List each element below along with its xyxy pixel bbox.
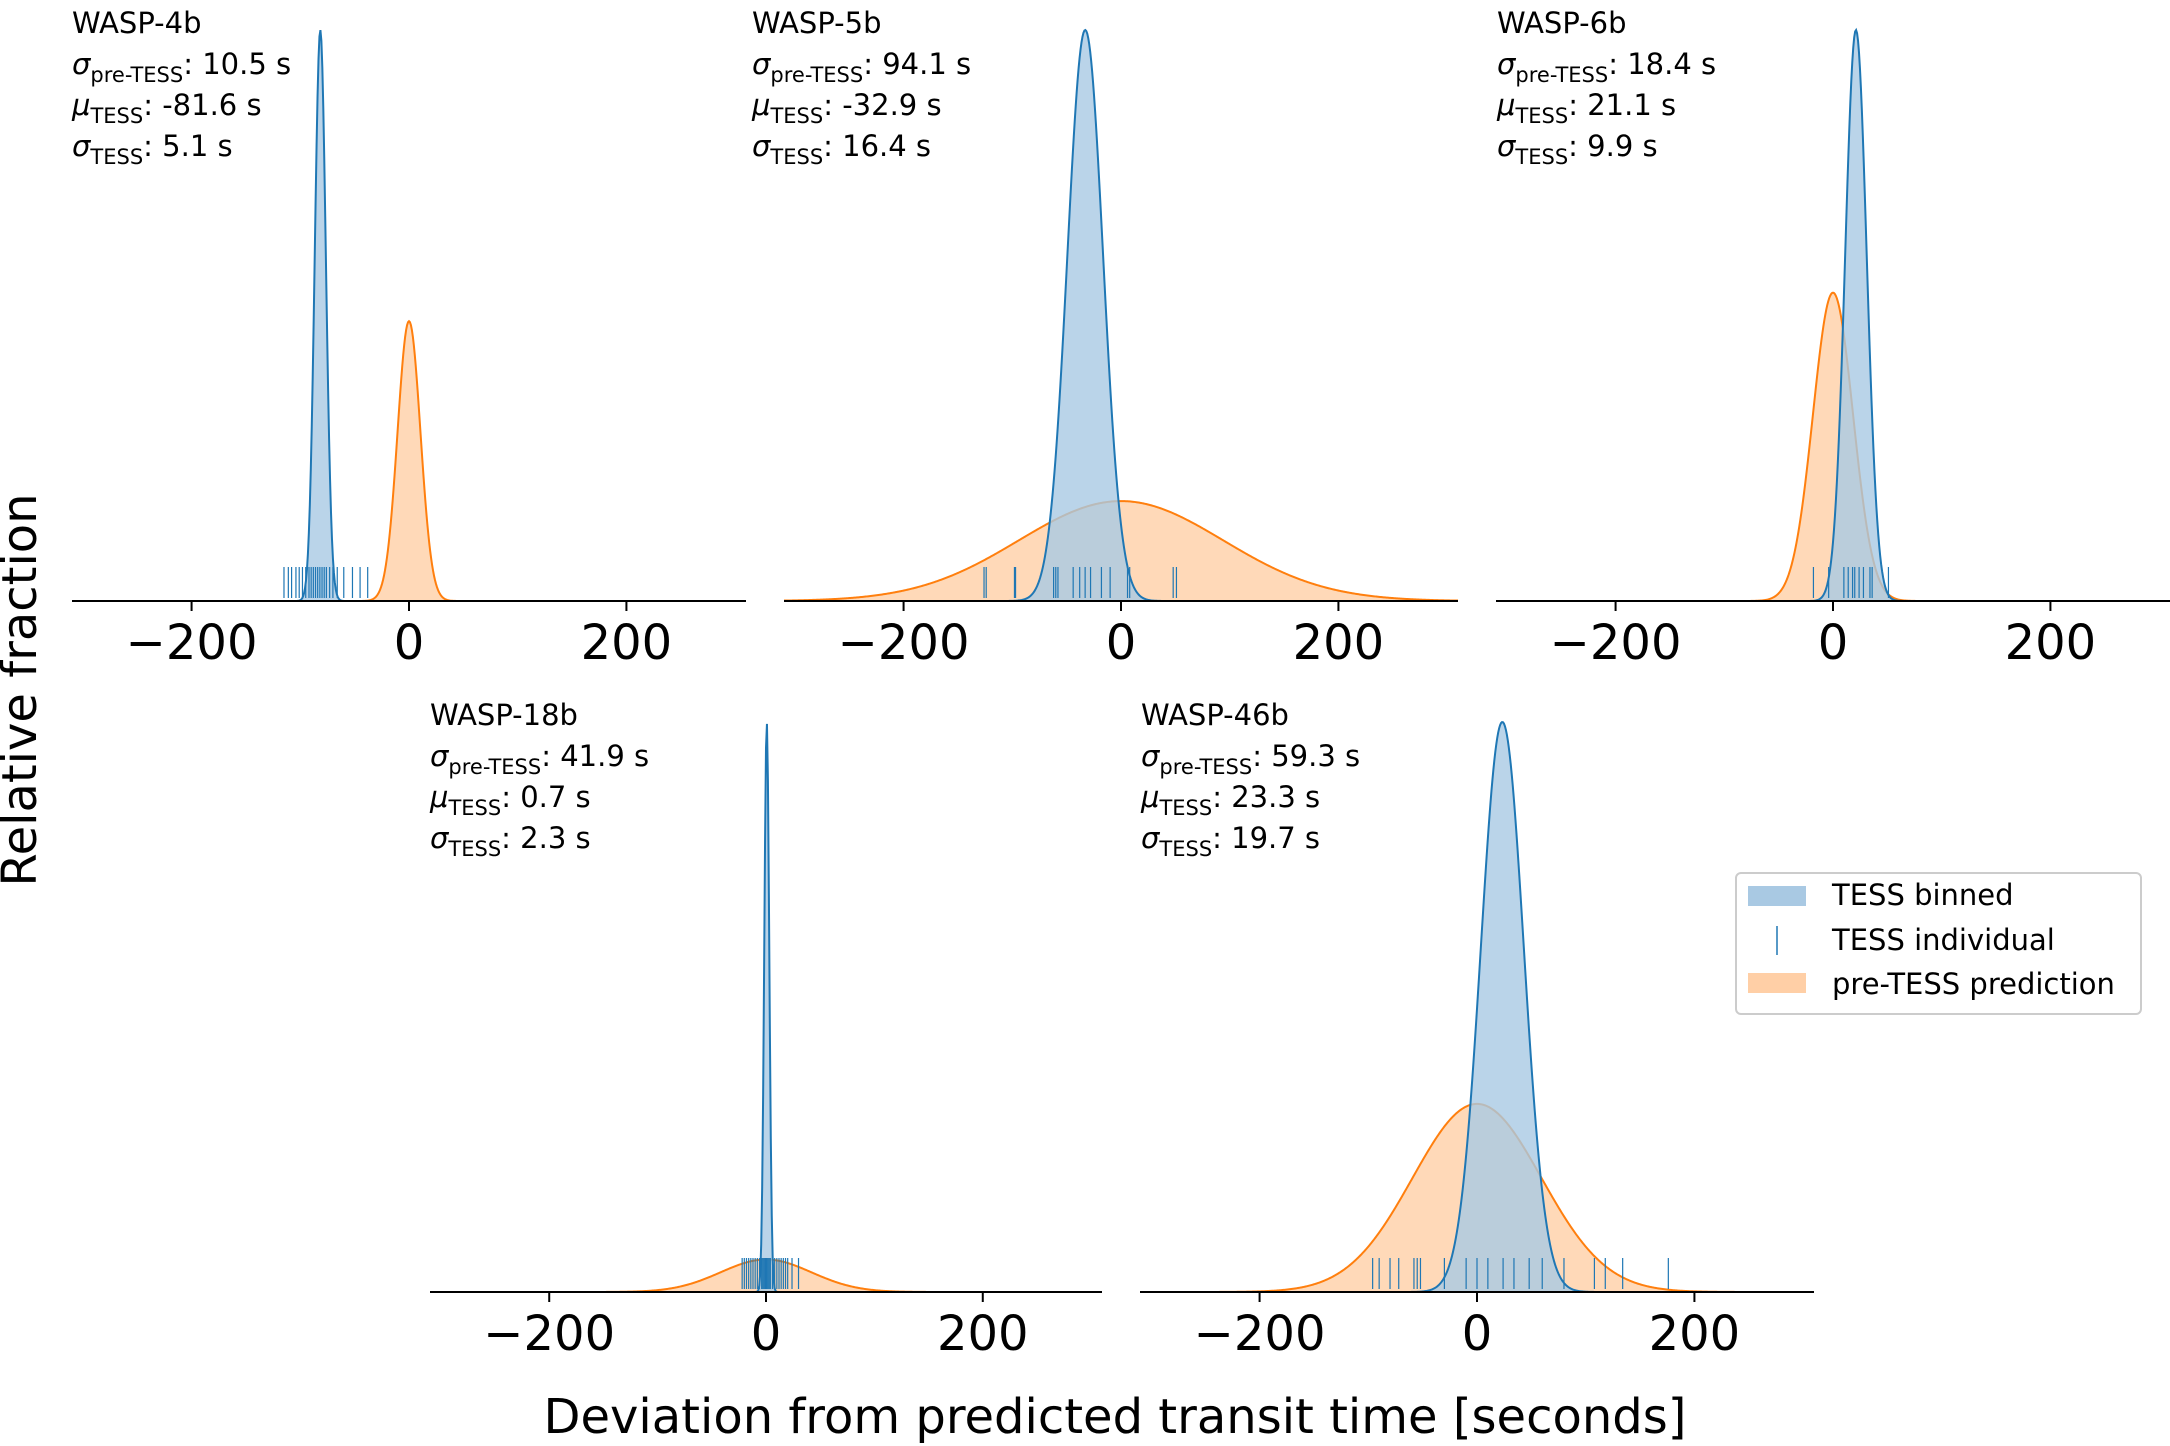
panel-wasp-46b: −200 0 200 WASP-46b σpre-TESS: 59.3 sμTESS: … [1140, 698, 1814, 1362]
x-axis-label: Deviation from predicted transit time [s… [544, 1389, 1687, 1445]
y-axis-label: Relative fraction [0, 493, 48, 886]
panel-wasp-18b: −200 0 200 WASP-18b σpre-TESS: 41.9 sμTESS: … [429, 698, 1102, 1362]
stat-sigma-pre-tess: σpre-TESS: 59.3 s [1141, 739, 1360, 779]
x-tick-label: −200 [483, 1306, 615, 1362]
pre-tess-curve-fill [72, 321, 746, 601]
stat-mu-tess: μTESS: 23.3 s [1140, 780, 1320, 820]
stat-sigma-pre-tess: σpre-TESS: 18.4 s [1497, 47, 1716, 87]
stat-sigma-pre-tess: σpre-TESS: 41.9 s [430, 739, 649, 779]
pre-tess-curve-fill [1496, 292, 2170, 601]
x-tick-label: −200 [1550, 615, 1682, 671]
panel-title: WASP-18b [430, 698, 578, 732]
stat-mu-tess: μTESS: 21.1 s [1496, 88, 1676, 128]
stat-sigma-tess: σTESS: 5.1 s [72, 129, 233, 169]
x-tick-label: 0 [1818, 615, 1849, 671]
x-tick-label: 200 [2005, 615, 2097, 671]
stat-sigma-pre-tess: σpre-TESS: 94.1 s [752, 47, 971, 87]
stat-sigma-tess: σTESS: 16.4 s [752, 129, 931, 169]
stat-mu-tess: μTESS: -81.6 s [71, 88, 262, 128]
stat-mu-tess: μTESS: 0.7 s [429, 780, 591, 820]
legend-frame [1735, 872, 2142, 1015]
legend-swatch-pre-tess [1748, 973, 1806, 993]
x-tick-label: 0 [751, 1306, 782, 1362]
panel-title: WASP-5b [752, 6, 882, 40]
x-tick-label: 200 [1649, 1306, 1741, 1362]
stat-mu-tess: μTESS: -32.9 s [751, 88, 942, 128]
stat-sigma-tess: σTESS: 9.9 s [1497, 129, 1658, 169]
x-tick-label: −200 [126, 615, 258, 671]
legend-swatch-tess-binned [1748, 886, 1806, 906]
stat-sigma-tess: σTESS: 19.7 s [1141, 821, 1320, 861]
stat-sigma-pre-tess: σpre-TESS: 10.5 s [72, 47, 291, 87]
panel-title: WASP-46b [1141, 698, 1289, 732]
legend-label-pre-tess: pre-TESS prediction [1832, 967, 2115, 1001]
legend-label-tess-binned: TESS binned [1831, 878, 2014, 912]
tess-binned-curve-fill [430, 723, 1102, 1292]
x-tick-label: 200 [937, 1306, 1029, 1362]
x-tick-label: 200 [1293, 615, 1385, 671]
pre-tess-curve-line [783, 500, 1459, 602]
x-tick-label: 0 [1106, 615, 1137, 671]
legend: TESS binned TESS individual pre-TESS pre… [1735, 872, 2142, 1015]
x-tick-label: 0 [394, 615, 425, 671]
tess-binned-curve-fill [1140, 722, 1814, 1292]
x-tick-label: 200 [581, 615, 673, 671]
x-tick-label: 0 [1462, 1306, 1493, 1362]
legend-label-tess-individual: TESS individual [1831, 923, 2055, 957]
x-tick-label: −200 [838, 615, 970, 671]
panel-title: WASP-6b [1497, 6, 1627, 40]
x-tick-label: −200 [1194, 1306, 1326, 1362]
stat-sigma-tess: σTESS: 2.3 s [430, 821, 591, 861]
panel-title: WASP-4b [72, 6, 202, 40]
